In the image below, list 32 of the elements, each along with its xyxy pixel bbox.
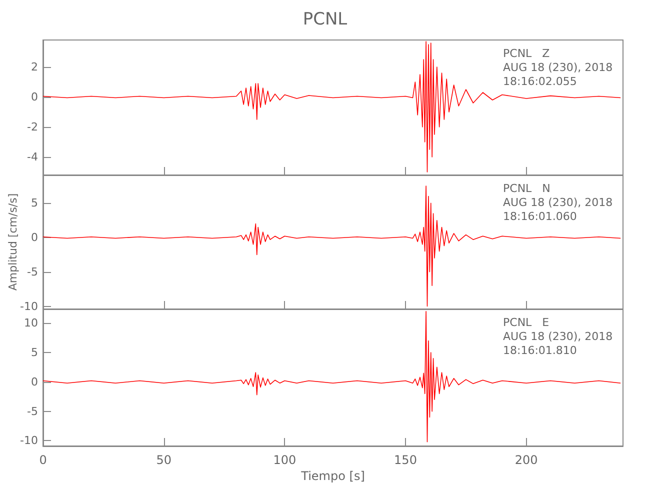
x-tick-label: 150 [394, 453, 417, 467]
y-tick-label: -10 [20, 434, 38, 448]
y-tick-label: -5 [27, 404, 38, 418]
y-tick-label: -5 [27, 265, 38, 278]
y-axis-title: Amplitud [cm/s/s] [6, 193, 20, 291]
y-tick-label: 5 [31, 196, 38, 210]
chart-title: PCNL [302, 10, 348, 30]
y-tick-label: -10 [20, 300, 38, 313]
annotation: 18:16:02.055 [503, 75, 577, 88]
x-tick-label: 50 [156, 453, 172, 467]
y-tick-label: 0 [31, 231, 38, 244]
x-tick-label: 200 [514, 453, 538, 467]
line-series [42, 310, 621, 442]
y-tick-label: 0 [31, 375, 38, 388]
y-tick-label: 0 [31, 90, 38, 104]
annotation: AUG 18 (230), 2018 [503, 61, 613, 74]
x-axis-title: Tiempo [s] [300, 469, 365, 483]
annotation: 18:16:01.060 [503, 210, 577, 223]
y-tick-label: 10 [24, 316, 38, 330]
x-tick-label: 100 [273, 453, 296, 467]
y-tick-label: -2 [27, 120, 38, 134]
line-series [42, 186, 621, 307]
annotation: AUG 18 (230), 2018 [503, 196, 613, 209]
line-series [42, 41, 621, 172]
annotation: PCNL N [503, 182, 550, 195]
annotation: PCNL E [503, 316, 550, 329]
annotation: 18:16:01.810 [503, 344, 577, 357]
y-tick-label: 2 [31, 60, 38, 74]
annotation: PCNL Z [503, 47, 550, 60]
y-tick-label: 5 [31, 346, 38, 360]
y-tick-label: -4 [27, 150, 38, 164]
annotation: AUG 18 (230), 2018 [503, 330, 613, 343]
